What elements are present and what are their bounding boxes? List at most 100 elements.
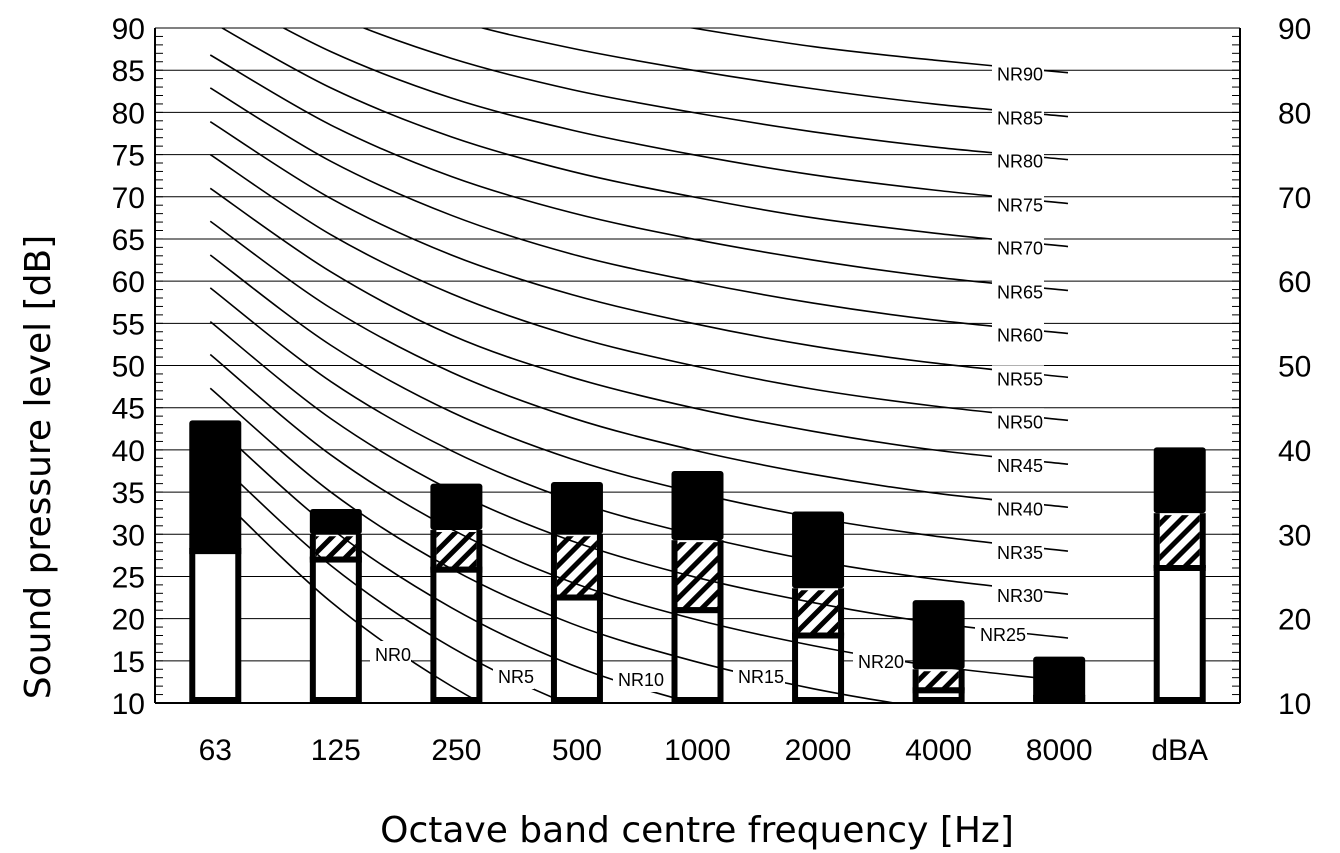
- nr-label-NR35: NR35: [997, 543, 1043, 563]
- nr-label-NR90: NR90: [997, 65, 1043, 85]
- y-left-tick-label: 45: [112, 393, 145, 426]
- nr-label-bg: [992, 191, 1044, 218]
- nr-curve-NR5: [209, 454, 568, 703]
- nr-curve-NR80: [361, 28, 1069, 161]
- nr-curve-NR75: [281, 28, 1069, 205]
- x-tick-label-63: 63: [199, 734, 232, 767]
- bar-250: [430, 483, 483, 703]
- nr-label-bg: [992, 234, 1044, 261]
- nr-curve-NR70: [220, 28, 1069, 248]
- x-tick-label-250: 250: [431, 734, 481, 767]
- x-tick-label-2000: 2000: [785, 734, 852, 767]
- bar-lower-segment: [912, 687, 965, 703]
- nr-curve-NR30: [209, 287, 1069, 595]
- bar-frame-left: [1153, 513, 1160, 568]
- bar-frame-left: [309, 534, 316, 560]
- bar-8000: [1033, 656, 1086, 703]
- y-left-tick-label: 40: [112, 435, 145, 468]
- nr-label-bg: [853, 648, 905, 674]
- nr-label-NR40: NR40: [997, 499, 1043, 519]
- bar-frame-right: [717, 540, 724, 611]
- nr-curve-NR60: [209, 87, 1069, 335]
- bar-2000: [792, 511, 845, 703]
- y-left-tick-label: 60: [112, 266, 145, 299]
- y-left-tick-label: 30: [112, 519, 145, 552]
- y-right-tick-label: 70: [1278, 182, 1311, 215]
- minor-ticks: [155, 27, 1240, 704]
- bar-upper-segment: [1153, 447, 1206, 514]
- bar-frame-right: [838, 588, 845, 636]
- bar-frame-right: [476, 530, 483, 570]
- nr-label-bg: [992, 60, 1044, 87]
- nr-label-bg: [975, 621, 1027, 647]
- nr-label-bg: [992, 582, 1044, 609]
- nr-label-bg: [992, 452, 1044, 479]
- bar-lower-segment: [309, 556, 362, 703]
- bar-dBA: [1153, 447, 1206, 703]
- bar-500: [550, 481, 603, 703]
- y-right-tick-label: 30: [1278, 519, 1311, 552]
- y-left-tick-label: 35: [112, 477, 145, 510]
- nr-label-NR0: NR0: [375, 645, 411, 665]
- bar-1000: [671, 470, 724, 703]
- bar-lower-segment: [430, 566, 483, 703]
- nr-curve-NR0: [209, 487, 483, 703]
- nr-label-bg: [493, 663, 534, 689]
- bar-upper-segment: [1033, 656, 1086, 698]
- nr-label-bg: [992, 104, 1044, 131]
- y-axis-right-tick-labels: 10 20 30 40 50 60 70 80 90: [1278, 13, 1311, 721]
- nr-label-NR60: NR60: [997, 325, 1043, 345]
- nr-curve-NR85: [479, 28, 1069, 118]
- nr-curve-NR15: [209, 387, 900, 703]
- y-left-tick-label: 65: [112, 224, 145, 257]
- bar-frame-left: [671, 540, 678, 611]
- nr-curve-NR55: [209, 120, 1069, 379]
- y-left-tick-label: 90: [112, 13, 145, 46]
- nr-label-bg: [613, 666, 665, 692]
- bar-upper-segment: [550, 481, 603, 535]
- bar-lower-segment: [1033, 694, 1086, 703]
- bar-upper-segment: [189, 420, 242, 552]
- y-left-tick-label: 25: [112, 561, 145, 594]
- nr-label-bg: [370, 641, 411, 667]
- y-left-tick-label: 15: [112, 646, 145, 679]
- nr-curve-NR35: [209, 254, 1069, 552]
- nr-label-NR85: NR85: [997, 109, 1043, 129]
- nr-label-NR70: NR70: [997, 239, 1043, 259]
- bar-63: [189, 420, 242, 703]
- x-tick-label-8000: 8000: [1026, 734, 1093, 767]
- nr-curves: [209, 28, 1069, 703]
- x-tick-label-4000: 4000: [905, 734, 972, 767]
- y-left-tick-label: 55: [112, 308, 145, 341]
- bar-hatched-segment: [677, 542, 718, 609]
- bar-lower-segment: [550, 594, 603, 703]
- y-left-tick-label: 10: [112, 688, 145, 721]
- bar-hatched-segment: [315, 536, 356, 558]
- y-axis-left-tick-labels: 10 15 20 25 30 35 40 45 50 55 60 65 70 75 80 85 90: [112, 13, 145, 721]
- axes: [154, 28, 1241, 704]
- bar-frame-left: [430, 530, 437, 570]
- y-right-tick-label: 60: [1278, 266, 1311, 299]
- bar-frame-right: [596, 534, 603, 598]
- bar-frame-left: [792, 588, 799, 636]
- bar-upper-segment: [912, 600, 965, 670]
- nr-label-bg: [992, 321, 1044, 348]
- bar-hatched-segment: [798, 590, 839, 634]
- nr-curve-NR40: [209, 220, 1069, 509]
- bar-frame-left: [912, 669, 919, 691]
- x-tick-label-1000: 1000: [664, 734, 731, 767]
- bar-frame-right: [958, 669, 965, 691]
- nr-label-NR15: NR15: [738, 667, 784, 687]
- y-axis-title: Sound pressure level [dB]: [18, 235, 59, 699]
- nr-curve-NR20: [209, 353, 1069, 682]
- x-tick-label-125: 125: [311, 734, 361, 767]
- bar-lower-segment: [189, 548, 242, 703]
- nr-label-NR45: NR45: [997, 456, 1043, 476]
- bar-hatched-segment: [556, 536, 597, 596]
- nr-label-bg: [992, 365, 1044, 392]
- nr-label-bg: [992, 147, 1044, 174]
- bar-upper-segment: [671, 470, 724, 541]
- nr-curve-NR45: [209, 187, 1069, 466]
- bar-upper-segment: [430, 483, 483, 531]
- y-left-tick-label: 80: [112, 97, 145, 130]
